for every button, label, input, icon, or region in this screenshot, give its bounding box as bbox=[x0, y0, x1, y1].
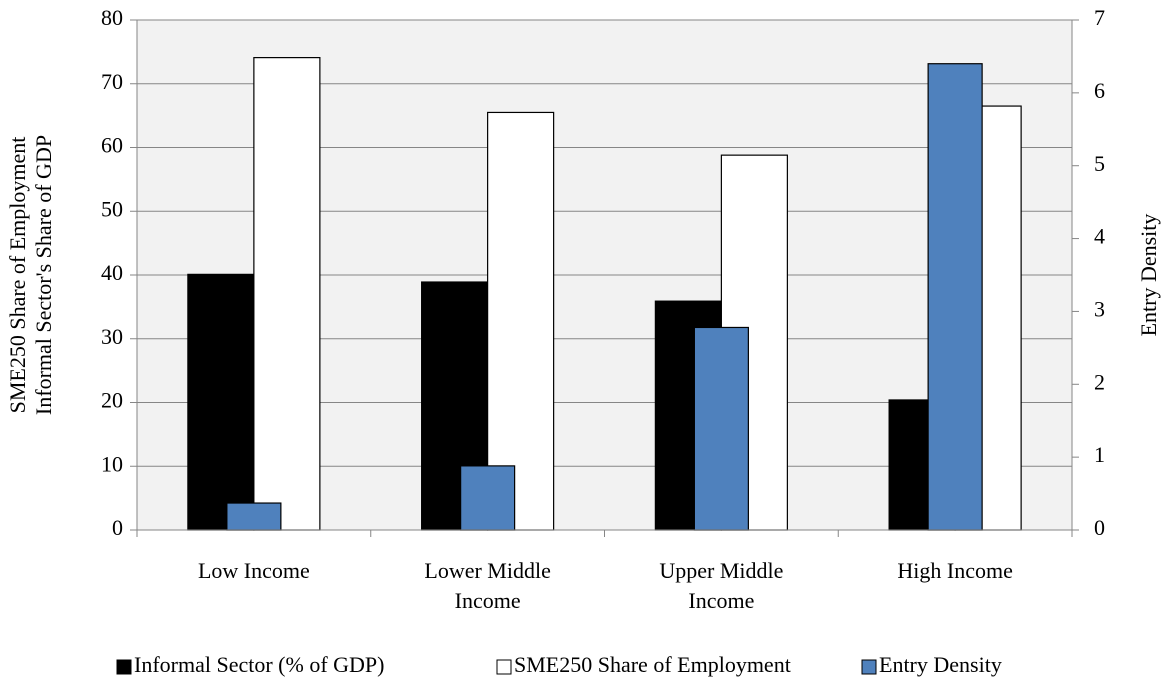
y-tick-label: 0 bbox=[112, 515, 123, 540]
y2-tick-label: 6 bbox=[1094, 78, 1105, 103]
y-axis-label: Informal Sector's Share of GDP bbox=[31, 135, 56, 415]
bar bbox=[693, 326, 749, 531]
bar bbox=[487, 111, 555, 531]
y2-tick-label: 1 bbox=[1094, 442, 1105, 467]
legend-label: SME250 Share of Employment bbox=[514, 652, 791, 677]
y-tick-label: 40 bbox=[101, 260, 123, 285]
x-tick-label: Upper Middle Income bbox=[659, 558, 783, 613]
x-tick-label: Low Income bbox=[198, 558, 310, 583]
bar bbox=[187, 273, 255, 531]
legend-swatch bbox=[496, 659, 512, 675]
legend-label: Informal Sector (% of GDP) bbox=[134, 652, 385, 677]
bar bbox=[460, 465, 516, 531]
bar bbox=[253, 57, 321, 531]
y-tick-label: 80 bbox=[101, 5, 123, 30]
y2-tick-label: 5 bbox=[1094, 151, 1105, 176]
y2-tick-label: 0 bbox=[1094, 515, 1105, 540]
y2-tick-label: 4 bbox=[1094, 224, 1105, 249]
bar bbox=[226, 502, 282, 531]
y2-tick-label: 7 bbox=[1094, 5, 1105, 30]
legend-swatch bbox=[116, 659, 132, 675]
y2-tick-label: 2 bbox=[1094, 369, 1105, 394]
y-tick-label: 10 bbox=[101, 451, 123, 476]
y-tick-label: 70 bbox=[101, 69, 123, 94]
y-tick-label: 60 bbox=[101, 133, 123, 158]
y-tick-label: 20 bbox=[101, 388, 123, 413]
x-tick-label: High Income bbox=[897, 558, 1012, 583]
y-axis-label: SME250 Share of Employment bbox=[5, 137, 30, 414]
legend-label: Entry Density bbox=[879, 652, 1002, 677]
x-tick-label: Lower Middle Income bbox=[424, 558, 550, 613]
y2-axis-label: Entry Density bbox=[1136, 214, 1161, 337]
bar bbox=[927, 63, 983, 531]
legend-swatch bbox=[861, 659, 877, 675]
y-tick-label: 50 bbox=[101, 196, 123, 221]
y2-tick-label: 3 bbox=[1094, 296, 1105, 321]
y-tick-label: 30 bbox=[101, 324, 123, 349]
